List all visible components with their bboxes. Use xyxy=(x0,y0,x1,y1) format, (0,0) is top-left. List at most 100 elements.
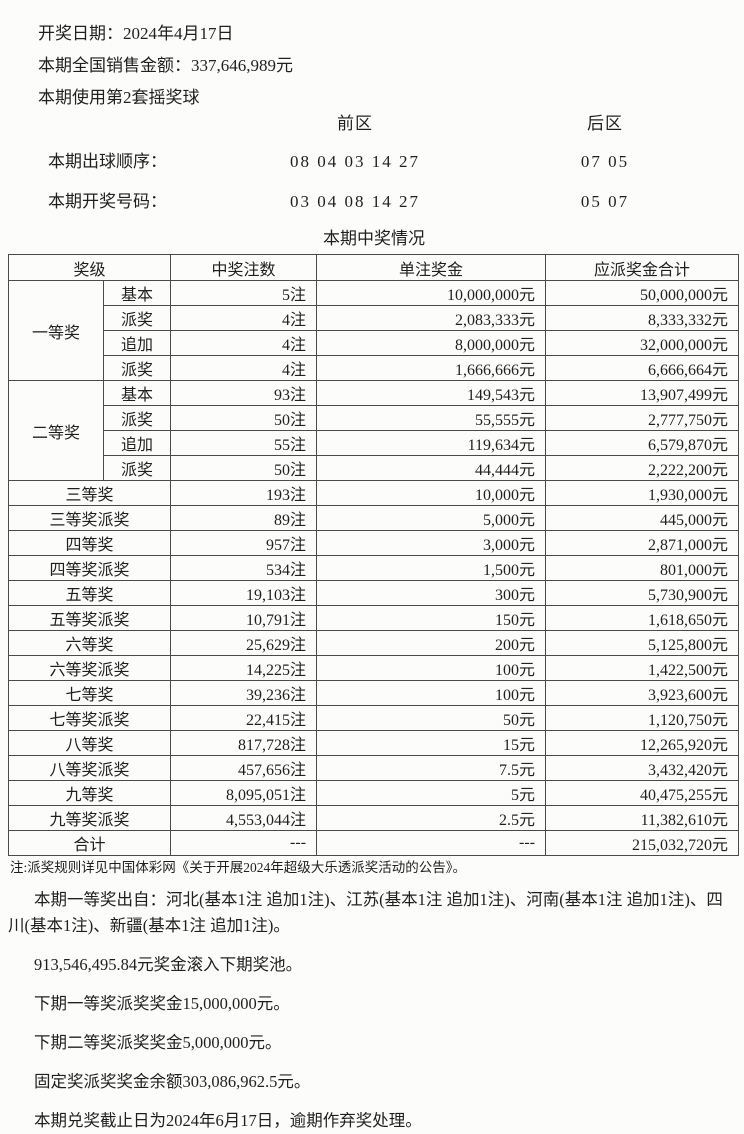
draw-date-line: 开奖日期：2024年4月17日 xyxy=(38,24,234,43)
count-cell: 4注 xyxy=(170,305,318,331)
column-header-total: 应派奖金合计 xyxy=(545,254,740,281)
draw-order-label: 本期出球顺序： xyxy=(48,152,167,171)
prize-level-cell: 八等奖派奖 xyxy=(7,755,172,781)
table-row: 追加 55注 119,634元 6,579,870元 xyxy=(9,430,740,456)
prize-table: 奖级 中奖注数 单注奖金 应派奖金合计 一等奖 基本 5注 10,000,000… xyxy=(7,254,740,856)
total-cell: 445,000元 xyxy=(545,505,740,531)
per-prize-cell: --- xyxy=(316,830,547,856)
total-cell: 3,432,420元 xyxy=(545,755,740,781)
count-cell: 457,656注 xyxy=(170,755,318,781)
per-prize-cell: 15元 xyxy=(316,730,547,756)
per-prize-cell: 100元 xyxy=(316,680,547,706)
per-prize-cell: 149,543元 xyxy=(316,380,547,406)
sales-amount-line: 本期全国销售金额：337,646,989元 xyxy=(38,56,293,75)
per-prize-cell: 2,083,333元 xyxy=(316,305,547,331)
winning-numbers-back: 05 07 xyxy=(580,192,630,211)
count-cell: 534注 xyxy=(170,555,318,581)
ball-set-line: 本期使用第2套摇奖球 xyxy=(38,88,200,107)
column-header-level: 奖级 xyxy=(7,254,172,281)
table-row: 二等奖 基本 93注 149,543元 13,907,499元 xyxy=(8,380,740,481)
total-cell: 2,871,000元 xyxy=(545,530,740,556)
count-cell: --- xyxy=(170,830,318,856)
table-row: 七等奖 39,236注 100元 3,923,600元 xyxy=(7,680,740,706)
prize-level-cell: 二等奖 xyxy=(8,380,104,481)
total-cell: 5,730,900元 xyxy=(545,580,740,606)
count-cell: 5注 xyxy=(170,280,318,306)
prize-level-cell: 五等奖派奖 xyxy=(7,605,172,631)
next-first-prize-bonus-paragraph: 下期一等奖派奖奖金15,000,000元。 xyxy=(34,994,290,1013)
per-prize-cell: 44,444元 xyxy=(316,455,547,481)
prize-level-cell: 八等奖 xyxy=(7,730,172,756)
per-prize-cell: 100元 xyxy=(316,655,547,681)
prize-level-cell: 六等奖派奖 xyxy=(7,655,172,681)
prize-type-cell: 基本 xyxy=(102,380,172,406)
table-row: 派奖 50注 55,555元 2,777,750元 xyxy=(9,405,740,431)
table-row: 四等奖 957注 3,000元 2,871,000元 xyxy=(7,530,740,556)
total-cell: 3,923,600元 xyxy=(545,680,740,706)
table-row: 七等奖派奖 22,415注 50元 1,120,750元 xyxy=(7,705,740,731)
per-prize-cell: 119,634元 xyxy=(316,430,547,456)
total-cell: 215,032,720元 xyxy=(545,830,740,856)
total-cell: 2,777,750元 xyxy=(545,405,740,431)
table-header-row: 奖级 中奖注数 单注奖金 应派奖金合计 xyxy=(7,254,740,281)
draw-order-back-numbers: 07 05 xyxy=(580,152,630,171)
prize-type-cell: 派奖 xyxy=(102,355,172,381)
total-cell: 2,222,200元 xyxy=(545,455,740,481)
table-row: 派奖 4注 1,666,666元 6,666,664元 xyxy=(9,355,740,381)
prize-level-cell: 七等奖派奖 xyxy=(7,705,172,731)
count-cell: 8,095,051注 xyxy=(170,780,318,806)
per-prize-cell: 8,000,000元 xyxy=(316,330,547,356)
table-row: 八等奖 817,728注 15元 12,265,920元 xyxy=(7,730,740,756)
per-prize-cell: 50元 xyxy=(316,705,547,731)
table-row: 三等奖派奖 89注 5,000元 445,000元 xyxy=(7,505,740,531)
front-zone-label: 前区 xyxy=(337,114,373,133)
total-cell: 1,120,750元 xyxy=(545,705,740,731)
table-row: 六等奖派奖 14,225注 100元 1,422,500元 xyxy=(7,655,740,681)
column-header-per-prize: 单注奖金 xyxy=(316,254,547,281)
prize-level-cell: 一等奖 xyxy=(8,280,104,381)
zone-header-row: 前区 后区 xyxy=(0,114,744,134)
table-row: 派奖 50注 44,444元 2,222,200元 xyxy=(9,455,740,481)
total-cell: 1,618,650元 xyxy=(545,605,740,631)
table-row: 五等奖派奖 10,791注 150元 1,618,650元 xyxy=(7,605,740,631)
total-cell: 1,930,000元 xyxy=(545,480,740,506)
table-row: 追加 4注 8,000,000元 32,000,000元 xyxy=(9,330,740,356)
prize-type-cell: 追加 xyxy=(102,330,172,356)
prize-type-cell: 追加 xyxy=(102,430,172,456)
table-row: 九等奖派奖 4,553,044注 2.5元 11,382,610元 xyxy=(7,805,740,831)
table-row: 三等奖 193注 10,000元 1,930,000元 xyxy=(7,480,740,506)
prize-table-title: 本期中奖情况 xyxy=(323,229,425,248)
prize-level-cell: 七等奖 xyxy=(7,680,172,706)
total-cell: 801,000元 xyxy=(545,555,740,581)
total-cell: 13,907,499元 xyxy=(545,380,740,406)
total-cell: 11,382,610元 xyxy=(545,805,740,831)
table-row: 八等奖派奖 457,656注 7.5元 3,432,420元 xyxy=(7,755,740,781)
prize-level-cell: 三等奖派奖 xyxy=(7,505,172,531)
per-prize-cell: 1,666,666元 xyxy=(316,355,547,381)
count-cell: 50注 xyxy=(170,405,318,431)
total-cell: 1,422,500元 xyxy=(545,655,740,681)
count-cell: 25,629注 xyxy=(170,630,318,656)
zone-header-spacer xyxy=(0,114,240,134)
count-cell: 19,103注 xyxy=(170,580,318,606)
per-prize-cell: 150元 xyxy=(316,605,547,631)
count-cell: 4注 xyxy=(170,330,318,356)
table-row: 四等奖派奖 534注 1,500元 801,000元 xyxy=(7,555,740,581)
prize-level-cell: 九等奖 xyxy=(7,780,172,806)
prize-level-cell: 四等奖派奖 xyxy=(7,555,172,581)
per-prize-cell: 10,000,000元 xyxy=(316,280,547,306)
first-prize-origin-paragraph: 本期一等奖出自：河北(基本1注 追加1注)、江苏(基本1注 追加1注)、河南(基… xyxy=(8,890,723,935)
prize-level-cell: 三等奖 xyxy=(7,480,172,506)
prize-level-cell: 九等奖派奖 xyxy=(7,805,172,831)
count-cell: 22,415注 xyxy=(170,705,318,731)
count-cell: 50注 xyxy=(170,455,318,481)
per-prize-cell: 2.5元 xyxy=(316,805,547,831)
draw-order-front-numbers: 08 04 03 14 27 xyxy=(290,152,420,171)
count-cell: 10,791注 xyxy=(170,605,318,631)
prize-type-cell: 派奖 xyxy=(102,305,172,331)
count-cell: 39,236注 xyxy=(170,680,318,706)
prize-level-cell: 五等奖 xyxy=(7,580,172,606)
total-cell: 12,265,920元 xyxy=(545,730,740,756)
per-prize-cell: 7.5元 xyxy=(316,755,547,781)
per-prize-cell: 5,000元 xyxy=(316,505,547,531)
